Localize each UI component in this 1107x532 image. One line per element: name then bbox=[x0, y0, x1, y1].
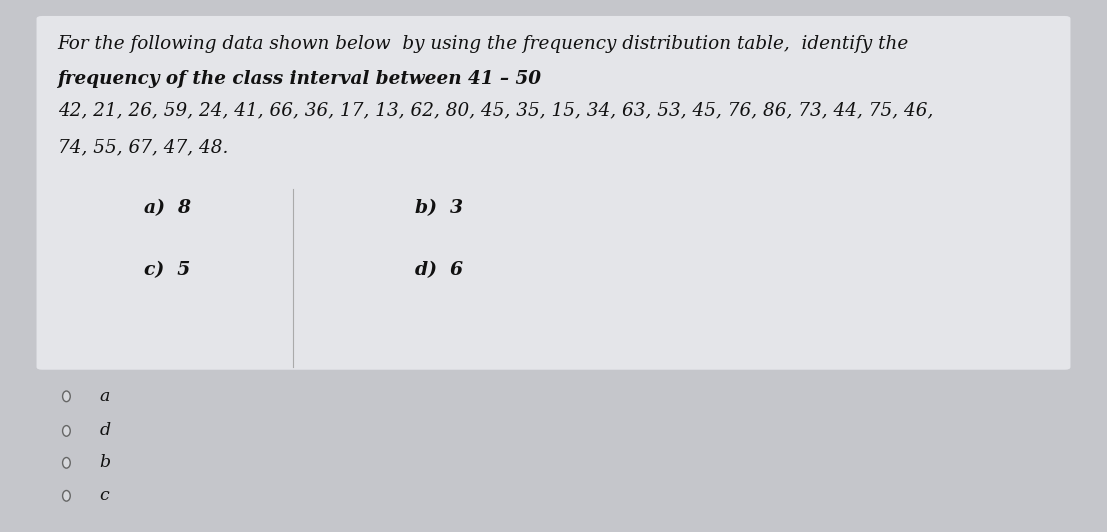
Text: 74, 55, 67, 47, 48.: 74, 55, 67, 47, 48. bbox=[58, 138, 228, 156]
Text: c)  5: c) 5 bbox=[144, 261, 190, 279]
Text: c: c bbox=[100, 487, 110, 504]
Text: frequency of the class interval between 41 – 50: frequency of the class interval between … bbox=[58, 70, 541, 88]
Ellipse shape bbox=[63, 458, 70, 468]
Ellipse shape bbox=[63, 491, 70, 501]
Text: d)  6: d) 6 bbox=[415, 261, 463, 279]
Text: 42, 21, 26, 59, 24, 41, 66, 36, 17, 13, 62, 80, 45, 35, 15, 34, 63, 53, 45, 76, : 42, 21, 26, 59, 24, 41, 66, 36, 17, 13, … bbox=[58, 101, 933, 119]
Text: b)  3: b) 3 bbox=[415, 200, 463, 218]
Ellipse shape bbox=[63, 426, 70, 436]
Text: b: b bbox=[100, 454, 111, 471]
Text: a)  8: a) 8 bbox=[144, 200, 190, 218]
Text: d: d bbox=[100, 422, 111, 439]
Text: For the following data shown below  by using the frequency distribution table,  : For the following data shown below by us… bbox=[58, 35, 909, 53]
Text: a: a bbox=[100, 388, 110, 405]
Ellipse shape bbox=[63, 391, 70, 402]
FancyBboxPatch shape bbox=[37, 16, 1070, 370]
